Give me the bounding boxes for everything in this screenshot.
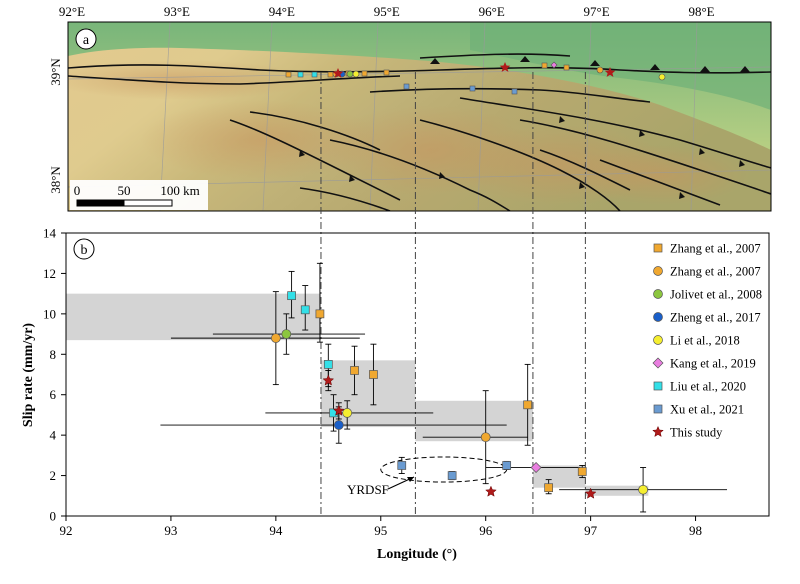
grey-bands: [66, 293, 649, 496]
y-ticks: 0 2 4 6 8 10 12 14: [43, 226, 66, 524]
legend-label: This study: [670, 426, 723, 440]
legend-marker: [653, 243, 663, 253]
map-top-tick-label: 93°E: [164, 4, 190, 19]
scale-bar: 0 50 100 km: [70, 180, 208, 210]
legend-marker: [653, 266, 663, 276]
map-top-tick-label: 97°E: [584, 4, 610, 19]
x-tick-label: 96: [479, 523, 493, 538]
x-tick-label: 94: [269, 523, 283, 538]
data-point: [447, 471, 457, 480]
data-point: [502, 461, 512, 470]
x-tick-label: 92: [60, 523, 73, 538]
y-tick-label: 4: [50, 428, 57, 443]
data-point: [271, 333, 281, 343]
data-points: [271, 291, 648, 499]
lat-label-38: 38°N: [48, 166, 63, 194]
y-tick-label: 8: [50, 347, 57, 362]
legend: Zhang et al., 2007 Zhang et al., 2007 Joli…: [652, 242, 762, 440]
grey-band: [585, 485, 649, 496]
map-top-tick-label: 95°E: [374, 4, 400, 19]
data-point: [287, 291, 296, 301]
map-panel-label-circle: [75, 28, 97, 50]
y-tick-label: 2: [50, 468, 57, 483]
chart-panel: 92 93 94 95 96 97 98 0 2 4 6 8 10 12 14 Longitude (°)…: [21, 72, 770, 562]
error-bars: [160, 262, 728, 513]
map-top-ticks: 92°E 93°E 94°E 95°E 96°E 97°E 98°E: [59, 4, 715, 27]
y-tick-label: 14: [43, 226, 57, 241]
legend-marker: [653, 404, 663, 414]
legend-label: Jolivet et al., 2008: [670, 288, 762, 302]
data-point: [544, 483, 554, 493]
x-tick-label: 98: [689, 523, 702, 538]
data-point: [315, 309, 325, 319]
data-point: [523, 400, 533, 410]
y-tick-label: 0: [50, 509, 57, 524]
plot-frame: [65, 232, 770, 517]
y-tick-label: 12: [43, 266, 56, 281]
data-point: [480, 432, 491, 443]
data-point: [530, 461, 542, 473]
scale-label-50: 50: [118, 183, 131, 198]
map-top-tick-label: 94°E: [269, 4, 295, 19]
y-tick-label: 6: [50, 387, 57, 402]
data-point: [369, 370, 378, 379]
map-top-tick-label: 98°E: [688, 4, 714, 19]
data-point: [397, 461, 407, 470]
map-top-tick-label: 96°E: [479, 4, 505, 19]
segment-boundaries: [320, 72, 586, 516]
grey-band: [532, 465, 586, 488]
data-point: [300, 305, 310, 315]
data-point: [350, 366, 359, 375]
y-tick-label: 10: [43, 306, 56, 321]
x-tick-label: 97: [584, 523, 598, 538]
legend-label: Li et al., 2018: [670, 334, 740, 348]
x-tick-label: 95: [374, 523, 387, 538]
grey-band: [66, 293, 321, 341]
legend-label: Liu et al., 2020: [670, 380, 746, 394]
data-point: [342, 408, 353, 418]
legend-marker: [653, 335, 663, 345]
legend-label: Xu et al., 2021: [670, 403, 744, 417]
x-ticks: 92 93 94 95 96 97 98: [60, 516, 702, 538]
y-axis-label: Slip rate (mm/yr): [21, 323, 36, 428]
legend-label: Zheng et al., 2017: [670, 311, 761, 325]
legend-label: Zhang et al., 2007: [670, 265, 761, 279]
data-point: [281, 329, 292, 339]
ellipse-pointer-head: [407, 477, 414, 482]
data-point: [485, 485, 497, 497]
legend-marker: [652, 357, 664, 369]
data-point: [333, 420, 344, 430]
map-panel-label: a: [83, 33, 90, 48]
chart-panel-label-circle: [73, 238, 95, 260]
x-tick-label: 93: [164, 523, 177, 538]
legend-label: Zhang et al., 2007: [670, 242, 761, 256]
data-point: [322, 374, 335, 386]
legend-marker: [653, 381, 663, 391]
data-point: [584, 487, 597, 499]
legend-marker: [653, 289, 663, 299]
data-point: [638, 484, 648, 495]
lat-label-39: 39°N: [48, 58, 63, 86]
scale-label-100: 100 km: [160, 183, 199, 198]
ellipse-label: YRDSF: [347, 482, 389, 497]
map-top-tick-label: 92°E: [59, 4, 85, 19]
x-axis-label: Longitude (°): [377, 547, 457, 562]
grey-band: [415, 400, 533, 442]
legend-marker: [652, 425, 664, 437]
map-lowland-band: [470, 22, 771, 110]
data-point: [323, 360, 333, 369]
data-point: [332, 404, 345, 416]
map-panel: 92°E 93°E 94°E 95°E 96°E 97°E 98°E: [48, 4, 772, 212]
chart-panel-label: b: [81, 243, 88, 258]
legend-label: Kang et al., 2019: [670, 357, 756, 371]
data-point: [577, 467, 587, 476]
scale-label-0: 0: [74, 183, 81, 198]
legend-marker: [653, 312, 663, 322]
